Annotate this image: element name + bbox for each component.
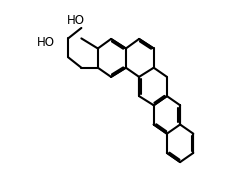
Text: HO: HO [37,36,55,49]
Text: HO: HO [67,14,85,27]
